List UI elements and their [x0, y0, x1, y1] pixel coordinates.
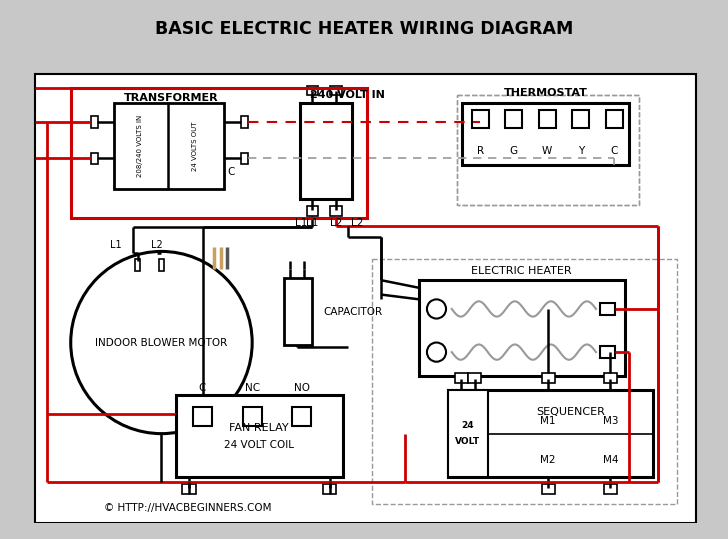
Bar: [604, 373, 617, 383]
Text: L1: L1: [295, 218, 307, 227]
Bar: [331, 86, 342, 95]
Text: 208/240 VOLTS IN: 208/240 VOLTS IN: [138, 115, 143, 177]
Bar: [457, 95, 639, 205]
Bar: [241, 153, 248, 164]
Text: TRANSFORMER: TRANSFORMER: [124, 93, 218, 103]
Bar: [457, 95, 639, 205]
Bar: [71, 88, 367, 218]
Bar: [472, 110, 489, 128]
Bar: [175, 395, 343, 477]
Bar: [542, 485, 555, 494]
Text: Y: Y: [577, 146, 584, 156]
Bar: [91, 153, 98, 164]
Text: NC: NC: [245, 383, 260, 392]
Text: G: G: [510, 146, 518, 156]
Bar: [572, 110, 589, 128]
Bar: [135, 259, 141, 271]
Text: W: W: [542, 146, 553, 156]
Text: NO: NO: [294, 383, 310, 392]
Bar: [306, 206, 318, 216]
Bar: [468, 373, 481, 383]
Bar: [448, 390, 488, 477]
Bar: [539, 110, 556, 128]
Bar: [419, 280, 625, 376]
Bar: [323, 485, 336, 494]
Bar: [462, 103, 630, 165]
Bar: [505, 110, 523, 128]
Bar: [193, 407, 212, 426]
Bar: [292, 407, 312, 426]
Text: M2: M2: [540, 454, 556, 465]
Text: © HTTP://HVACBEGINNERS.COM: © HTTP://HVACBEGINNERS.COM: [104, 503, 272, 514]
Bar: [600, 347, 615, 358]
Text: SEQUENCER: SEQUENCER: [536, 406, 605, 417]
Bar: [600, 303, 615, 315]
Text: R: R: [477, 146, 484, 156]
Bar: [300, 103, 352, 199]
Text: L1: L1: [110, 240, 122, 250]
Bar: [331, 206, 342, 216]
Bar: [371, 259, 677, 503]
Text: C: C: [611, 146, 618, 156]
Text: C: C: [199, 383, 206, 392]
Circle shape: [71, 251, 252, 434]
Text: M4: M4: [603, 454, 618, 465]
Text: C: C: [227, 167, 235, 177]
Text: ELECTRIC HEATER: ELECTRIC HEATER: [471, 266, 571, 275]
Text: 24 VOLT COIL: 24 VOLT COIL: [224, 440, 294, 450]
Bar: [183, 485, 196, 494]
Bar: [454, 373, 468, 383]
Bar: [159, 259, 165, 271]
Bar: [241, 116, 248, 128]
Bar: [606, 110, 622, 128]
Circle shape: [427, 342, 446, 362]
Bar: [91, 116, 98, 128]
Text: L2: L2: [330, 218, 342, 227]
Circle shape: [427, 299, 446, 319]
Bar: [284, 278, 312, 345]
Text: INDOOR BLOWER MOTOR: INDOOR BLOWER MOTOR: [95, 337, 228, 348]
Bar: [114, 103, 223, 189]
Bar: [242, 407, 262, 426]
Text: M3: M3: [603, 416, 618, 426]
Text: L2: L2: [151, 240, 162, 250]
Bar: [604, 485, 617, 494]
Text: 24: 24: [462, 421, 475, 431]
Text: 240 VOLT IN: 240 VOLT IN: [310, 90, 385, 100]
Text: THERMOSTAT: THERMOSTAT: [504, 88, 587, 98]
Text: CAPACITOR: CAPACITOR: [323, 307, 382, 317]
Bar: [448, 390, 653, 477]
Text: 24 VOLTS OUT: 24 VOLTS OUT: [192, 121, 198, 171]
Text: M1: M1: [540, 416, 556, 426]
Text: L2: L2: [351, 218, 363, 227]
Text: L1: L1: [306, 218, 319, 227]
Text: BASIC ELECTRIC HEATER WIRING DIAGRAM: BASIC ELECTRIC HEATER WIRING DIAGRAM: [155, 20, 573, 38]
Bar: [542, 373, 555, 383]
Text: FAN RELAY: FAN RELAY: [229, 423, 289, 433]
Text: VOLT: VOLT: [456, 437, 480, 446]
Bar: [306, 86, 318, 95]
